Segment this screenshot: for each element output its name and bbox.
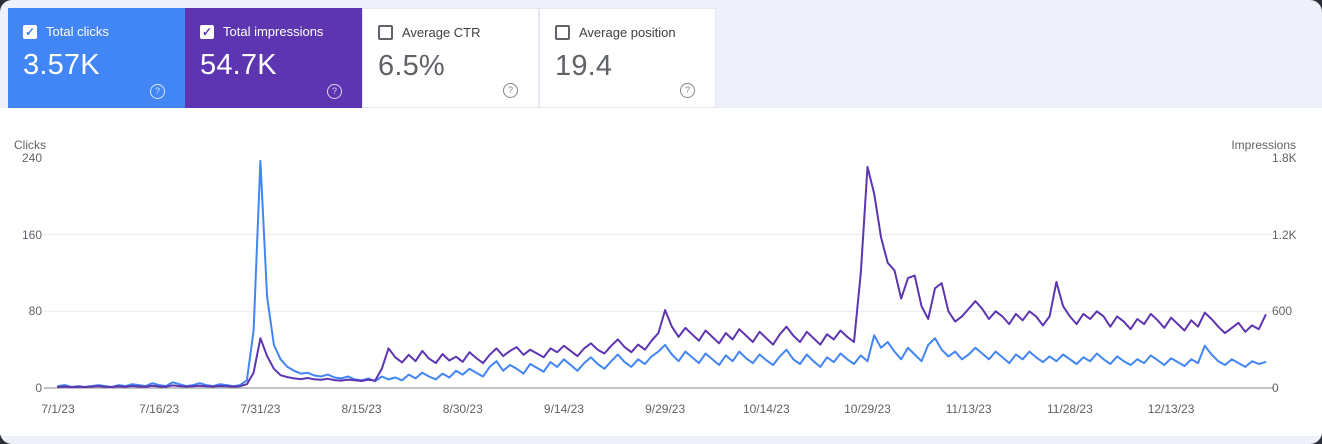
x-axis-tick-label: 7/16/23 bbox=[139, 402, 180, 416]
x-axis-tick-label: 11/13/23 bbox=[945, 402, 992, 416]
series-line-impressions bbox=[57, 165, 1267, 389]
help-icon[interactable]: ? bbox=[680, 83, 695, 98]
total-clicks-value: 3.57K bbox=[23, 49, 100, 81]
card-head: Average position bbox=[540, 9, 715, 40]
x-axis-tick-label: 12/13/23 bbox=[1147, 402, 1195, 416]
card-label: Total impressions bbox=[223, 24, 324, 39]
axis-tick-label: 0 bbox=[1272, 381, 1279, 395]
total-clicks-checkbox[interactable]: ✓ bbox=[23, 24, 37, 39]
chart-panel: Clicks Impressions 240 160 80 0 1.8K 1.2K 600… bbox=[0, 108, 1322, 436]
x-axis-tick-label: 7/1/23 bbox=[41, 402, 75, 416]
total-impressions-checkbox[interactable]: ✓ bbox=[200, 24, 214, 39]
average-position-checkbox[interactable] bbox=[555, 25, 570, 40]
metric-card-total-impressions[interactable]: ✓ Total impressions 54.7K ? bbox=[185, 8, 362, 108]
total-impressions-value: 54.7K bbox=[200, 49, 277, 81]
axis-tick-label: 240 bbox=[21, 151, 42, 165]
x-axis-tick-label: 7/31/23 bbox=[240, 402, 281, 416]
metric-cards-row: ✓ Total clicks 3.57K ? ✓ Total impressio… bbox=[8, 8, 716, 108]
card-head: ✓ Total impressions bbox=[185, 8, 362, 39]
performance-chart bbox=[44, 159, 1274, 389]
metric-card-average-ctr[interactable]: Average CTR 6.5% ? bbox=[362, 8, 539, 108]
x-axis-tick-label: 10/29/23 bbox=[844, 402, 891, 416]
axis-tick-label: 600 bbox=[1272, 304, 1293, 319]
check-icon: ✓ bbox=[24, 24, 36, 39]
question-mark-glyph: ? bbox=[154, 86, 160, 96]
axis-tick-label: 0 bbox=[35, 381, 42, 395]
question-mark-glyph: ? bbox=[331, 86, 337, 96]
x-axis-tick-label: 9/14/23 bbox=[543, 402, 584, 416]
x-axis-tick-label: 11/28/23 bbox=[1046, 402, 1093, 416]
metric-card-total-clicks[interactable]: ✓ Total clicks 3.57K ? bbox=[8, 8, 185, 108]
average-ctr-checkbox[interactable] bbox=[378, 25, 393, 40]
card-head: Average CTR bbox=[363, 9, 538, 40]
average-ctr-value: 6.5% bbox=[378, 50, 445, 82]
right-axis-title: Impressions bbox=[1231, 138, 1296, 152]
x-axis-tick-label: 8/30/23 bbox=[442, 402, 483, 416]
x-axis-tick-label: 8/15/23 bbox=[341, 402, 382, 416]
left-axis-title: Clicks bbox=[14, 138, 46, 152]
axis-tick-label: 80 bbox=[28, 304, 42, 319]
card-label: Average position bbox=[579, 25, 676, 40]
series-line-clicks bbox=[57, 159, 1267, 388]
average-position-value: 19.4 bbox=[555, 50, 613, 82]
question-mark-glyph: ? bbox=[684, 85, 690, 95]
x-axis-tick-label: 10/14/23 bbox=[742, 402, 790, 416]
axis-tick-label: 1.8K bbox=[1272, 151, 1297, 165]
card-label: Total clicks bbox=[46, 24, 109, 39]
x-axis-tick-label: 9/29/23 bbox=[645, 402, 686, 416]
metric-card-average-position[interactable]: Average position 19.4 ? bbox=[539, 8, 716, 108]
card-label: Average CTR bbox=[402, 25, 481, 40]
axis-tick-label: 160 bbox=[21, 227, 42, 242]
check-icon: ✓ bbox=[201, 24, 213, 39]
axis-tick-label: 1.2K bbox=[1272, 227, 1297, 242]
help-icon[interactable]: ? bbox=[327, 84, 342, 99]
help-icon[interactable]: ? bbox=[503, 83, 518, 98]
question-mark-glyph: ? bbox=[507, 85, 513, 95]
help-icon[interactable]: ? bbox=[150, 84, 165, 99]
card-head: ✓ Total clicks bbox=[8, 8, 185, 39]
